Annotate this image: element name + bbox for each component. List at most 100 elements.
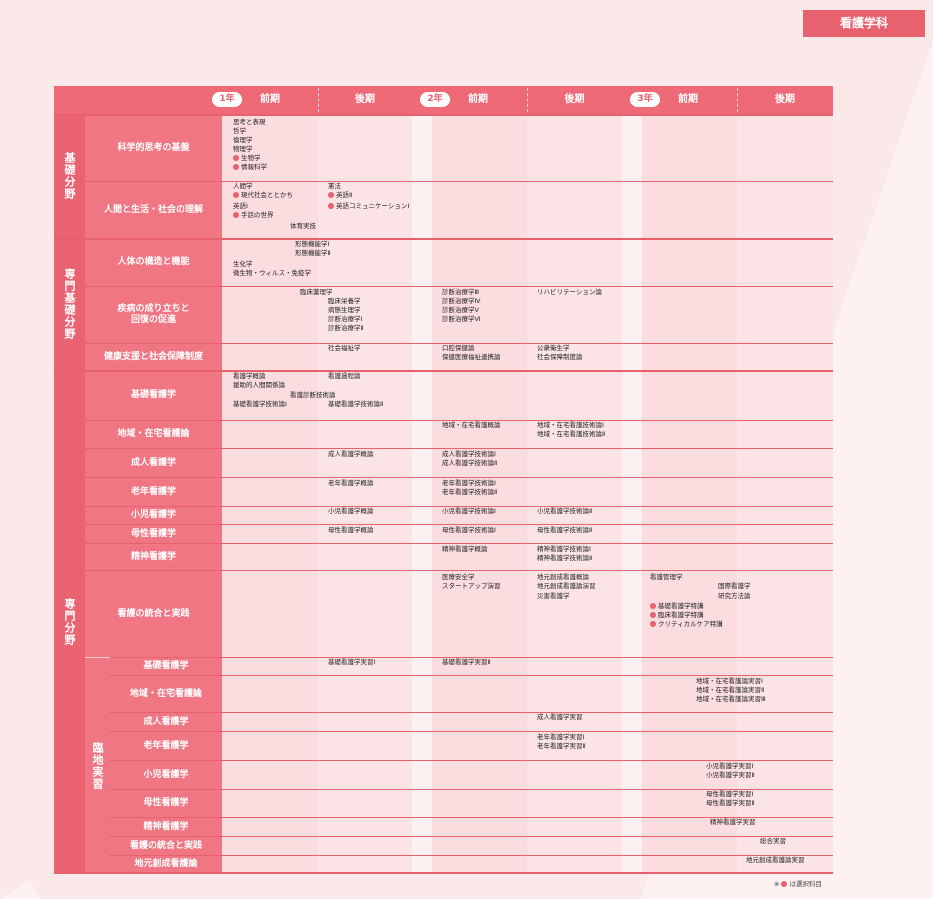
section-label: 専門基礎分野 (54, 238, 85, 370)
badge: 看護学科 (803, 10, 925, 37)
year-badge: 1年 (212, 92, 242, 107)
row-label: 小児看護学 (110, 760, 222, 789)
note-mark: ※ (774, 880, 780, 888)
elective-dot (328, 203, 334, 209)
year-gap (412, 114, 432, 873)
section-label: 専門分野 (54, 370, 85, 873)
subsection-label: 臨地実習 (85, 657, 110, 873)
course: 診断治療学Ⅵ (442, 315, 481, 323)
course: 小児看護学実習Ⅱ (706, 771, 755, 779)
elective-dot (650, 621, 656, 627)
course: 地域・在宅看護論実習Ⅲ (696, 695, 766, 703)
row-label: 老年看護学 (85, 477, 222, 506)
course: 老年看護学技術論Ⅱ (442, 488, 498, 496)
course: 哲学 (233, 127, 246, 135)
course: 精神看護学概論 (442, 545, 488, 553)
row-line (110, 836, 833, 837)
course: 成人看護学技術論Ⅱ (442, 459, 498, 467)
course: 基礎看護学実習Ⅱ (442, 658, 491, 666)
course: 基礎看護学技術論Ⅰ (233, 400, 287, 408)
course: 地元創成看護論演習 (537, 582, 596, 590)
course: 保健医療福祉連携論 (442, 353, 501, 361)
course: 母性看護学技術論Ⅱ (537, 526, 593, 534)
term-label: 前期 (260, 94, 280, 105)
course: 現代社会ととかち (241, 191, 293, 199)
row-label: 精神看護学 (85, 543, 222, 570)
course: 診断治療学Ⅳ (442, 297, 481, 305)
course: 病態生理学 (328, 306, 361, 314)
course: 老年看護学技術論Ⅰ (442, 479, 496, 487)
year-gap (622, 114, 642, 873)
section-line (54, 370, 833, 372)
course: 基礎看護学実習Ⅰ (328, 658, 376, 666)
note-text: は選択科目 (789, 880, 822, 888)
row-line (110, 789, 833, 790)
elective-dot (650, 612, 656, 618)
course: 手話の世界 (241, 211, 274, 219)
course: 看護診断技術論 (290, 391, 336, 399)
course: 小児看護学実習Ⅰ (706, 762, 754, 770)
row-line (85, 524, 833, 525)
year-badge: 2年 (420, 92, 450, 107)
course: 精神看護学技術論Ⅱ (537, 554, 593, 562)
course: 公衆衛生学 (537, 344, 570, 352)
row-label: 母性看護学 (110, 789, 222, 817)
course: 英語Ⅰ (233, 202, 248, 210)
section-label: 基礎分野 (54, 114, 85, 238)
course: 小児看護学概論 (328, 507, 374, 515)
course: 地域・在宅看護概論 (442, 421, 501, 429)
row-label: 疾病の成り立ちと 回復の促進 (85, 286, 222, 343)
course: 医療安全学 (442, 573, 475, 581)
course: 生物学 (241, 154, 261, 162)
row-line (85, 420, 833, 421)
elective-dot (328, 192, 334, 198)
row-line (85, 477, 833, 478)
row-label: 精神看護学 (110, 817, 222, 836)
course: 口腔保健論 (442, 344, 475, 352)
course: 小児看護学技術論Ⅱ (537, 507, 593, 515)
course: 成人看護学技術論Ⅰ (442, 450, 496, 458)
course: 精神看護学技術論Ⅰ (537, 545, 591, 553)
course: 物理学 (233, 145, 253, 153)
term-label: 前期 (468, 94, 488, 105)
elective-dot (233, 192, 239, 198)
row-label: 看護の統合と実践 (110, 836, 222, 855)
row-label: 人体の構造と機能 (85, 238, 222, 286)
term-label: 後期 (564, 94, 585, 105)
course: 診断治療学Ⅰ (328, 315, 363, 323)
course: 社会福祉学 (328, 344, 361, 352)
row-label: 成人看護学 (110, 712, 222, 731)
column-bg (737, 114, 833, 873)
column-bg (222, 114, 318, 873)
row-line (110, 731, 833, 732)
course: 診断治療学Ⅱ (328, 324, 364, 332)
term-label: 前期 (678, 94, 698, 105)
row-label: 基礎看護学 (85, 370, 222, 420)
course: 国際看護学 (718, 582, 751, 590)
row-label: 老年看護学 (110, 731, 222, 760)
course: 英語コミュニケーションⅠ (336, 202, 410, 210)
row-line (85, 543, 833, 544)
course: 英語Ⅱ (336, 191, 353, 199)
column-bg (527, 114, 622, 873)
elective-dot (233, 155, 239, 161)
elective-dot (650, 603, 656, 609)
course: 人間学 (233, 182, 253, 190)
row-label: 地域・在宅看護論 (85, 420, 222, 448)
course: 母性看護学実習Ⅰ (706, 790, 754, 798)
row-line (85, 286, 833, 287)
course: クリティカルケア特講 (658, 620, 723, 628)
course: 母性看護学実習Ⅱ (706, 799, 755, 807)
row-label: 科学的思考の基盤 (85, 114, 222, 181)
course: 微生物・ウィルス・免疫学 (233, 269, 311, 277)
row-line (85, 343, 833, 344)
row-line (110, 817, 833, 818)
elective-dot (233, 164, 239, 170)
row-label: 地域・在宅看護論 (110, 675, 222, 712)
header-divider (318, 88, 319, 112)
course: 地元創成看護概論 (537, 573, 589, 581)
course: 倫理学 (233, 136, 253, 144)
course: 援助的人間関係論 (233, 381, 285, 389)
row-label: 地元創成看護論 (110, 855, 222, 873)
